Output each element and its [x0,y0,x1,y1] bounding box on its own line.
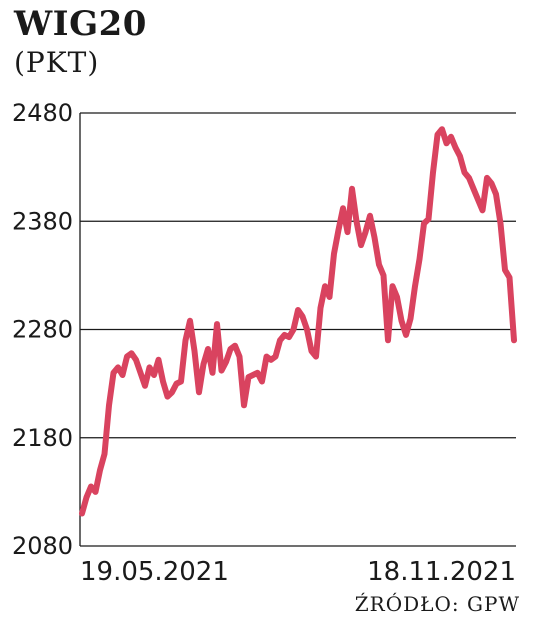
source-note: ŹRÓDŁO: GPW [354,592,520,616]
y-tick-label: 2480 [12,99,73,127]
y-tick-label: 2380 [12,207,73,235]
wig20-series-line [79,126,517,517]
y-tick-label: 2180 [12,424,73,452]
gridlines [79,112,516,547]
y-tick-label: 2280 [12,316,73,344]
series-layer [79,126,517,517]
chart-unit: (PKT) [14,46,100,79]
y-tick-label: 2080 [12,532,73,560]
chart-title: WIG20 [14,4,147,44]
y-axis-ticks: 2480 2380 2280 2180 2080 [12,99,73,560]
x-tick-label: 18.11.2021 [367,557,516,587]
x-tick-label: 19.05.2021 [80,557,229,587]
x-axis-ticks: 19.05.2021 18.11.2021 [80,557,516,587]
